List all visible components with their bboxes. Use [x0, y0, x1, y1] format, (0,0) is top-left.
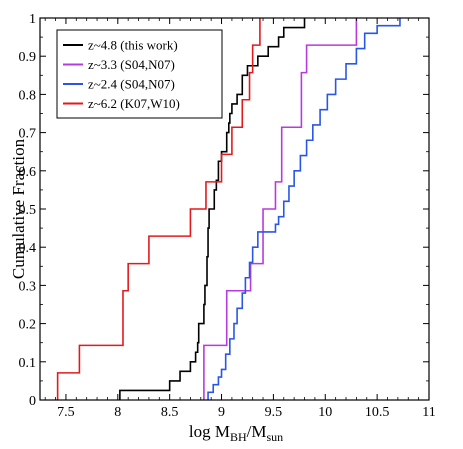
x-tick-label: 10: [318, 405, 332, 420]
y-tick-label: 0.5: [19, 203, 37, 218]
y-tick-label: 1: [29, 12, 36, 27]
series-line-2: [203, 18, 358, 400]
series-line-4: [56, 18, 261, 400]
ticks-layer: 7.5 8 8.5 9 9.5 10 10.5 11 0 0.1 0.2 0.3 0.4 0.5 0.6 0.…: [19, 12, 436, 420]
y-tick-label: 0.1: [19, 356, 37, 371]
x-tick-label: 9: [218, 405, 225, 420]
y-tick-label: 0: [29, 394, 36, 409]
x-tick-label: 9.5: [265, 405, 283, 420]
series-line-1: [119, 18, 306, 400]
legend-label: z~3.3 (S04,N07): [88, 57, 175, 72]
legend-box: [56, 29, 223, 119]
y-tick-label: 0.2: [19, 318, 37, 333]
x-tick-label: 8: [114, 405, 121, 420]
series-line-3: [207, 18, 401, 400]
legend: z~4.8 (this work) z~3.3 (S04,N07) z~2.4 (S…: [56, 29, 223, 119]
x-axis-title-mid: /M: [247, 422, 267, 441]
x-axis-title: log MBH/Msun: [189, 422, 283, 444]
legend-label: z~4.8 (this work): [88, 38, 178, 53]
x-tick-label: 10.5: [365, 405, 390, 420]
y-tick-label: 0.4: [19, 241, 37, 256]
y-axis-title: Cumulative Fraction: [9, 138, 28, 279]
x-axis-title-sub-bh: BH: [230, 430, 247, 444]
y-tick-label: 0.3: [19, 279, 37, 294]
legend-label: z~2.4 (S04,N07): [88, 77, 175, 92]
y-tick-label: 0.6: [19, 165, 37, 180]
series-layer: [56, 18, 401, 400]
y-tick-label: 0.8: [19, 88, 37, 103]
legend-label: z~6.2 (K07,W10): [88, 96, 180, 111]
y-tick-label: 0.7: [19, 127, 37, 142]
x-tick-label: 11: [422, 405, 435, 420]
x-tick-label: 8.5: [161, 405, 179, 420]
x-axis-title-main: log M: [189, 422, 230, 441]
x-tick-label: 7.5: [57, 405, 75, 420]
y-tick-label: 0.9: [19, 50, 37, 65]
x-axis-title-sub-sun: sun: [266, 430, 283, 444]
